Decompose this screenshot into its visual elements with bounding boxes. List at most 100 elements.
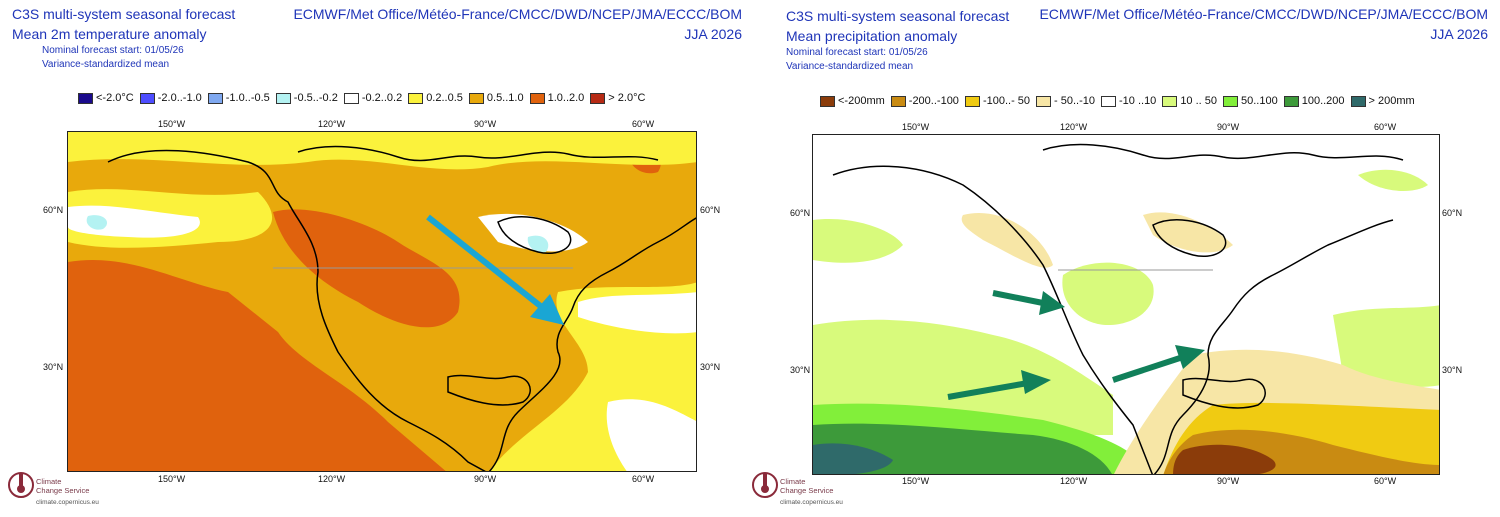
thermometer-icon bbox=[8, 472, 34, 498]
temperature-panel: C3S multi-system seasonal forecast Mean … bbox=[12, 6, 742, 484]
legend-item: > 200mm bbox=[1350, 95, 1415, 107]
hudson-bay bbox=[1152, 219, 1227, 257]
legend-label: 100..200 bbox=[1301, 95, 1345, 107]
variance-note: Variance-standardized mean bbox=[42, 59, 170, 70]
temperature-map bbox=[67, 131, 697, 472]
trend-arrow-shaft bbox=[992, 290, 1044, 306]
anomaly-region-mild bbox=[68, 132, 696, 170]
trend-arrow-shaft bbox=[426, 214, 550, 315]
legend-item: 0.5..1.0 bbox=[468, 92, 524, 104]
anomaly-region-neutral bbox=[606, 399, 696, 471]
coastline-arctic bbox=[1042, 143, 1404, 161]
lon-tick-top: 90°W bbox=[474, 119, 497, 129]
title-line-2: Mean 2m temperature anomaly bbox=[12, 26, 207, 42]
legend-label: <-200mm bbox=[838, 95, 885, 107]
legend-item: -10 ..10 bbox=[1101, 95, 1156, 107]
precipitation-panel: C3S multi-system seasonal forecast Mean … bbox=[750, 0, 1500, 517]
lon-tick-top: 60°W bbox=[1374, 122, 1397, 132]
legend-item: 0.2..0.5 bbox=[408, 92, 463, 104]
legend-swatch bbox=[590, 92, 606, 104]
legend-item: 1.0..2.0 bbox=[529, 92, 585, 104]
precipitation-title: C3S multi-system seasonal forecast Mean … bbox=[786, 6, 1009, 46]
precipitation-legend: <-200mm -200..-100 -100..- 50 - 50..-10 … bbox=[820, 95, 1415, 107]
lon-tick-top: 90°W bbox=[1217, 122, 1240, 132]
legend-item: -0.2..0.2 bbox=[343, 92, 402, 104]
centres-list: ECMWF/Met Office/Météo-France/CMCC/DWD/N… bbox=[1039, 6, 1488, 22]
legend-swatch bbox=[275, 92, 291, 104]
legend-swatch bbox=[468, 92, 484, 104]
legend-item: -0.5..-0.2 bbox=[275, 92, 338, 104]
anomaly-region-wet bbox=[1333, 305, 1439, 387]
anomaly-region-wet bbox=[813, 219, 903, 263]
legend-item: -2.0..-1.0 bbox=[139, 92, 202, 104]
forecast-start: Nominal forecast start: 01/05/26 bbox=[786, 47, 928, 58]
legend-label: 1.0..2.0 bbox=[547, 92, 585, 104]
legend-label: 10 .. 50 bbox=[1180, 95, 1218, 107]
legend-label: 0.2..0.5 bbox=[426, 92, 463, 104]
anomaly-region-wet bbox=[1358, 169, 1428, 191]
precipitation-map bbox=[812, 134, 1440, 475]
trend-arrow-head bbox=[1039, 291, 1065, 315]
lon-tick-bottom: 150°W bbox=[902, 476, 930, 486]
legend-item: -100..- 50 bbox=[964, 95, 1031, 107]
copernicus-logo: Climate Change Service climate.copernicu… bbox=[752, 463, 872, 511]
hudson-bay bbox=[497, 216, 572, 254]
legend-item: 50..100 bbox=[1223, 95, 1278, 107]
copernicus-logo: Climate Change Service climate.copernicu… bbox=[8, 463, 128, 511]
lat-tick-right: 60°N bbox=[700, 205, 721, 215]
coastline-arctic bbox=[297, 145, 659, 162]
centres-list: ECMWF/Met Office/Météo-France/CMCC/DWD/N… bbox=[293, 6, 742, 22]
variance-note: Variance-standardized mean bbox=[786, 61, 914, 72]
legend-label: -1.0..-0.5 bbox=[225, 92, 270, 104]
title-line-2: Mean precipitation anomaly bbox=[786, 28, 958, 44]
legend-swatch bbox=[343, 92, 359, 104]
legend-label: - 50..-10 bbox=[1054, 95, 1095, 107]
gulf-coast bbox=[1182, 377, 1266, 409]
lon-tick-bottom: 120°W bbox=[318, 474, 346, 484]
lon-tick-bottom: 90°W bbox=[474, 474, 497, 484]
legend-label: -10 ..10 bbox=[1119, 95, 1157, 107]
legend-swatch bbox=[78, 92, 93, 104]
legend-swatch bbox=[207, 92, 223, 104]
legend-label: -100..- 50 bbox=[982, 95, 1031, 107]
trend-arrow-head bbox=[530, 294, 564, 325]
legend-swatch bbox=[1283, 95, 1299, 107]
legend-swatch bbox=[408, 92, 424, 104]
lon-tick-top: 150°W bbox=[158, 119, 186, 129]
legend-item: -1.0..-0.5 bbox=[207, 92, 270, 104]
logo-url: climate.copernicus.eu bbox=[36, 499, 99, 506]
anomaly-region-extreme-dry bbox=[1173, 444, 1276, 474]
legend-label: 50..100 bbox=[1241, 95, 1278, 107]
trend-arrow-head bbox=[1021, 370, 1051, 394]
legend-item: - 50..-10 bbox=[1036, 95, 1095, 107]
anomaly-region-cool bbox=[527, 235, 549, 253]
trend-arrow-shaft bbox=[1112, 354, 1184, 383]
coastline-east bbox=[488, 217, 696, 471]
legend-label: -200..-100 bbox=[908, 95, 959, 107]
legend-swatch bbox=[1036, 95, 1052, 107]
lon-tick-top: 60°W bbox=[632, 119, 655, 129]
logo-line-1: Climate bbox=[780, 477, 806, 486]
thermometer-icon bbox=[752, 472, 778, 498]
lon-tick-bottom: 120°W bbox=[1060, 476, 1088, 486]
legend-label: -2.0..-1.0 bbox=[157, 92, 202, 104]
lon-tick-top: 120°W bbox=[318, 119, 346, 129]
legend-swatch bbox=[1350, 95, 1366, 107]
legend-item: <-200mm bbox=[820, 95, 885, 107]
legend-swatch bbox=[1101, 95, 1116, 107]
lon-tick-bottom: 150°W bbox=[158, 474, 186, 484]
anomaly-region-extreme-wet bbox=[813, 443, 893, 474]
coastline-east bbox=[1153, 219, 1394, 474]
lat-tick-right: 60°N bbox=[1442, 208, 1463, 218]
anomaly-region-warm bbox=[68, 259, 446, 471]
lat-tick-left: 30°N bbox=[43, 362, 64, 372]
trend-arrow-shaft bbox=[947, 380, 1029, 400]
anomaly-region-wet bbox=[1062, 262, 1154, 325]
anomaly-region-neutral bbox=[578, 292, 696, 334]
logo-line-1: Climate bbox=[36, 477, 62, 486]
coastline-west bbox=[832, 165, 1154, 474]
title-line-1: C3S multi-system seasonal forecast bbox=[786, 8, 1010, 24]
legend-label: <-2.0°C bbox=[96, 92, 134, 104]
lat-tick-left: 30°N bbox=[790, 365, 811, 375]
lat-tick-right: 30°N bbox=[1442, 365, 1463, 375]
